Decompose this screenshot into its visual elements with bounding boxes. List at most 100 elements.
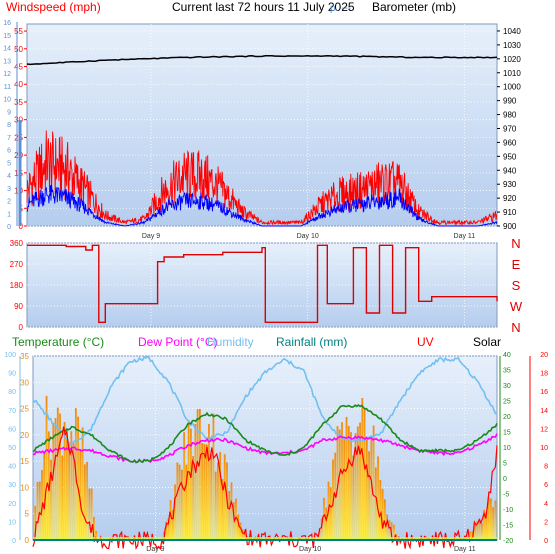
solar-bar <box>183 432 186 540</box>
solar-bar <box>203 443 206 540</box>
solar-bar <box>212 413 215 540</box>
solar-bar <box>95 530 98 540</box>
barometer-tick-label: 900 <box>503 222 517 231</box>
wind-kts-tick-label: 9 <box>7 109 11 116</box>
direction-tick-label: 180 <box>10 281 24 290</box>
barometer-line <box>26 54 498 66</box>
solar-bar <box>178 464 181 540</box>
wind-kts-tick-label: 16 <box>3 20 11 27</box>
wind-kts-tick-label: 4 <box>7 173 11 180</box>
humidity-tick-label: 50 <box>8 445 16 452</box>
barometer-tick-label: 950 <box>503 152 517 161</box>
humidity-tick-label: 80 <box>8 389 16 396</box>
solar-bar <box>54 418 57 540</box>
wind-tick-label: 50 <box>14 45 23 54</box>
solar-bar <box>228 491 231 540</box>
solar-bar <box>476 521 479 540</box>
humidity-tick-label: 20 <box>8 501 16 508</box>
solar-bar <box>352 455 355 540</box>
solar-bar <box>237 514 240 540</box>
solar-bar <box>377 456 379 540</box>
solar-bar <box>90 488 93 540</box>
solar-bar <box>241 529 244 540</box>
humidity-tick-label: 60 <box>8 426 16 433</box>
solar-bar <box>325 507 328 540</box>
solar-bar <box>363 409 366 540</box>
solar-bar <box>318 530 321 540</box>
wind-kts-tick-label: 5 <box>7 160 11 167</box>
humidity-tick-label: 10 <box>8 519 16 526</box>
humidity-label: Humidity <box>207 335 254 349</box>
rainfall-label: Rainfall (mm) <box>276 335 347 349</box>
barometer-tick-label: 1000 <box>503 83 521 92</box>
uv-tick-label: 2 <box>544 519 548 526</box>
solar-bar <box>83 464 86 540</box>
solar-bar <box>86 461 89 540</box>
solar-bar <box>65 429 68 540</box>
humidity-tick-label: 70 <box>8 408 16 415</box>
solar-bar <box>485 512 488 540</box>
temp-right-tick-label: 25 <box>503 399 511 406</box>
solar-bar <box>230 482 233 540</box>
solar-label: Solar <box>473 335 501 349</box>
wind-kts-tick-label: 11 <box>4 84 11 91</box>
solar-bar <box>171 509 174 540</box>
windspeed-label: Windspeed (mph) <box>6 0 101 14</box>
barometer-tick-label: 970 <box>503 124 517 133</box>
solar-bar <box>77 416 80 540</box>
compass-label: W <box>510 299 523 314</box>
wind-tick-label: 35 <box>14 98 23 107</box>
solar-bar <box>320 518 323 540</box>
temp-right-tick-label: 35 <box>503 368 511 375</box>
solar-bar <box>361 398 364 540</box>
temp-tick-label: 25 <box>20 405 29 414</box>
wind-kts-tick-label: 10 <box>3 97 11 104</box>
wind-tick-label: 45 <box>14 63 23 72</box>
barometer-tick-label: 910 <box>503 208 517 217</box>
direction-tick-label: 0 <box>19 323 24 332</box>
uv-tick-label: 14 <box>540 408 548 415</box>
uv-tick-label: 6 <box>544 482 548 489</box>
solar-bar <box>487 497 490 540</box>
solar-bar <box>492 507 495 540</box>
solar-bar <box>45 395 48 540</box>
solar-bar <box>189 428 192 540</box>
temp-day-label: Day 9 <box>146 546 164 553</box>
solar-bar <box>93 517 95 540</box>
temp-right-tick-label: -5 <box>503 492 509 499</box>
wind-kts-tick-label: 13 <box>3 58 11 65</box>
barometer-tick-label: 1020 <box>503 55 521 64</box>
solar-bar <box>63 422 66 540</box>
solar-bar <box>232 502 235 540</box>
compass-label: N <box>511 236 520 251</box>
solar-bar <box>214 471 217 540</box>
barometer-tick-label: 1010 <box>503 69 521 78</box>
solar-bar <box>478 519 481 540</box>
temp-right-tick-label: -15 <box>503 523 513 530</box>
temp-right-tick-label: 5 <box>503 461 507 468</box>
overlay-label: p. --- <box>330 3 351 14</box>
solar-bar <box>494 500 497 540</box>
solar-bar <box>336 426 339 540</box>
direction-tick-label: 270 <box>10 260 24 269</box>
temp-tick-label: 30 <box>20 378 29 387</box>
barometer-tick-label: 1030 <box>503 41 521 50</box>
solar-bar <box>370 436 373 540</box>
solar-bar <box>43 451 46 540</box>
solar-bar <box>489 498 492 540</box>
humidity-line <box>32 355 497 445</box>
solar-bar <box>61 455 64 540</box>
barometer-tick-label: 1040 <box>503 27 521 36</box>
wind-kts-tick-label: 6 <box>7 148 11 155</box>
wind-kts-tick-label: 2 <box>7 199 11 206</box>
solar-bar <box>176 462 179 540</box>
solar-bar <box>338 429 341 540</box>
uv-tick-label: 4 <box>544 501 548 508</box>
humidity-tick-label: 0 <box>12 538 16 545</box>
uv-tick-label: 12 <box>540 426 548 433</box>
solar-bar <box>469 531 472 540</box>
wind-kts-tick-label: 12 <box>3 71 11 78</box>
compass-label: S <box>512 278 521 293</box>
compass-label: N <box>511 320 520 335</box>
